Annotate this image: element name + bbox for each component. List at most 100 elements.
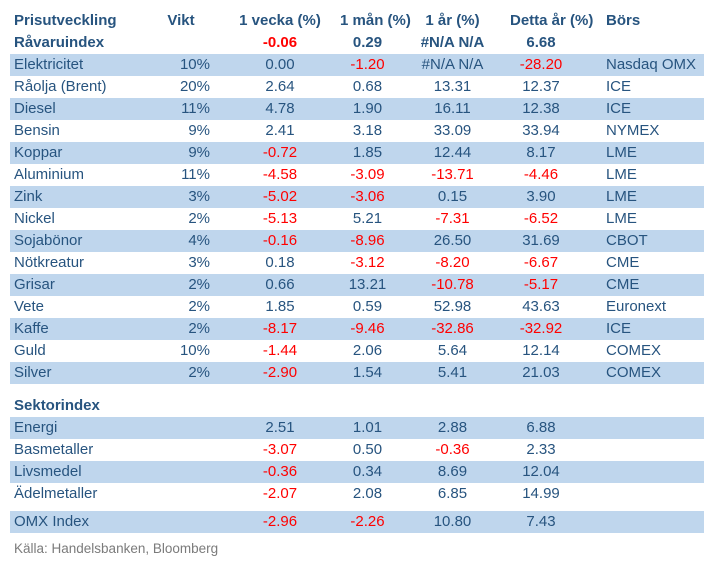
cell-week: 1.85: [265, 298, 295, 315]
cell-name: Bensin: [14, 122, 60, 139]
cell-ytd: 12.37: [522, 78, 560, 95]
cell-month: -3.12: [350, 254, 385, 271]
cell-week: -2.96: [262, 513, 298, 530]
cell-week: -0.06: [262, 34, 298, 51]
cell-year: 8.69: [437, 463, 468, 480]
cell-year: 5.64: [437, 342, 468, 359]
cell-month: -3.09: [350, 166, 385, 183]
cell-exchange: LME: [606, 188, 637, 205]
cell-exchange: LME: [606, 166, 637, 183]
cell-name: Elektricitet: [14, 56, 84, 73]
cell-week: -2.90: [262, 364, 298, 381]
cell-name: Energi: [14, 419, 58, 436]
table-row: Aluminium 11% -4.58 -3.09 -13.71 -4.46 LME: [10, 164, 704, 186]
cell-ytd: 6.88: [526, 419, 556, 436]
cell-month: 2.06: [352, 342, 383, 359]
cell-name: Aluminium: [14, 166, 85, 183]
cell-exchange: Euronext: [606, 298, 667, 315]
cell-week: -8.17: [262, 320, 298, 337]
column-header-ytd: Detta år (%): [510, 12, 594, 29]
cell-ytd: 2.33: [526, 441, 556, 458]
cell-week: -3.07: [262, 441, 298, 458]
cell-ytd: -5.17: [523, 276, 559, 293]
cell-week: 0.18: [265, 254, 295, 271]
cell-ytd: -28.20: [519, 56, 563, 73]
table-row: Vete 2% 1.85 0.59 52.98 43.63 Euronext: [10, 296, 704, 318]
cell-exchange: COMEX: [606, 342, 662, 359]
cell-month: 13.21: [348, 276, 387, 293]
cell-vikt: 9%: [188, 122, 210, 139]
cell-week: -4.58: [262, 166, 298, 183]
cell-exchange: COMEX: [606, 364, 662, 381]
cell-year: #N/A N/A: [420, 34, 485, 51]
cell-year: 16.11: [434, 100, 471, 117]
cell-vikt: 11%: [181, 166, 210, 183]
cell-name: Ädelmetaller: [14, 485, 98, 502]
table-row: Zink 3% -5.02 -3.06 0.15 3.90 LME: [10, 186, 704, 208]
table-row: Nötkreatur 3% 0.18 -3.12 -8.20 -6.67 CME: [10, 252, 704, 274]
cell-name: Nötkreatur: [14, 254, 85, 271]
cell-vikt: 2%: [188, 320, 210, 337]
cell-year: 5.41: [437, 364, 468, 381]
cell-name: Råvaruindex: [14, 34, 105, 51]
cell-name: Nickel: [14, 210, 55, 227]
cell-week: 0.66: [265, 276, 295, 293]
cell-ytd: -6.67: [523, 254, 559, 271]
section-row: Sektorindex: [10, 395, 704, 417]
cell-ytd: 6.68: [526, 34, 556, 51]
column-header-year: 1 år (%): [425, 12, 480, 29]
table-row: Koppar 9% -0.72 1.85 12.44 8.17 LME: [10, 142, 704, 164]
cell-vikt: 11%: [181, 100, 210, 117]
cell-year: #N/A N/A: [421, 56, 484, 73]
cell-year: -13.71: [431, 166, 474, 183]
cell-vikt: 3%: [188, 188, 210, 205]
cell-month: 3.18: [352, 122, 383, 139]
table-row: OMX Index -2.96 -2.26 10.80 7.43: [10, 511, 704, 533]
cell-name: Zink: [14, 188, 43, 205]
cell-month: 0.29: [352, 34, 383, 51]
column-header-name: Prisutveckling: [14, 12, 117, 29]
table-row: Nickel 2% -5.13 5.21 -7.31 -6.52 LME: [10, 208, 704, 230]
cell-year: -8.20: [435, 254, 470, 271]
cell-vikt: 10%: [179, 342, 210, 359]
cell-week: 2.41: [265, 122, 295, 139]
cell-ytd: 8.17: [526, 144, 556, 161]
cell-name: Grisar: [14, 276, 55, 293]
cell-vikt: 9%: [188, 144, 210, 161]
cell-year: 0.15: [437, 188, 468, 205]
cell-ytd: -6.52: [523, 210, 559, 227]
cell-exchange: ICE: [606, 100, 632, 117]
table-row: Sojabönor 4% -0.16 -8.96 26.50 31.69 CBOT: [10, 230, 704, 252]
price-table: Prisutveckling Vikt 1 vecka (%) 1 mån (%) 1 …: [10, 10, 704, 533]
cell-year: -0.36: [435, 441, 470, 458]
column-header-exchange: Börs: [606, 12, 641, 29]
cell-name: Sektorindex: [14, 397, 100, 414]
table-row: Ädelmetaller -2.07 2.08 6.85 14.99: [10, 483, 704, 505]
source-note: Källa: Handelsbanken, Bloomberg: [14, 541, 219, 556]
spacer-row: [10, 384, 704, 395]
cell-month: -8.96: [350, 232, 385, 249]
cell-year: 26.50: [433, 232, 472, 249]
cell-ytd: 21.03: [522, 364, 560, 381]
cell-week: 2.64: [265, 78, 295, 95]
table-row: Basmetaller -3.07 0.50 -0.36 2.33: [10, 439, 704, 461]
table-row: Råvaruindex -0.06 0.29 #N/A N/A 6.68: [10, 32, 704, 54]
cell-month: -2.26: [350, 513, 385, 530]
table-row: Silver 2% -2.90 1.54 5.41 21.03 COMEX: [10, 362, 704, 384]
table-row: Energi 2.51 1.01 2.88 6.88: [10, 417, 704, 439]
cell-month: 1.90: [352, 100, 383, 117]
cell-week: -1.44: [262, 342, 298, 359]
cell-ytd: 3.90: [526, 188, 556, 205]
cell-exchange: Nasdaq OMX: [606, 56, 697, 73]
cell-vikt: 2%: [188, 276, 210, 293]
cell-year: 10.80: [433, 513, 472, 530]
cell-week: -2.07: [262, 485, 298, 502]
cell-week: -5.02: [262, 188, 298, 205]
cell-name: Silver: [14, 364, 52, 381]
cell-month: 5.21: [352, 210, 383, 227]
cell-ytd: 33.94: [522, 122, 560, 139]
cell-name: Livsmedel: [14, 463, 82, 480]
column-header-month: 1 mån (%): [340, 12, 411, 29]
cell-exchange: ICE: [606, 78, 632, 95]
table-row: Guld 10% -1.44 2.06 5.64 12.14 COMEX: [10, 340, 704, 362]
